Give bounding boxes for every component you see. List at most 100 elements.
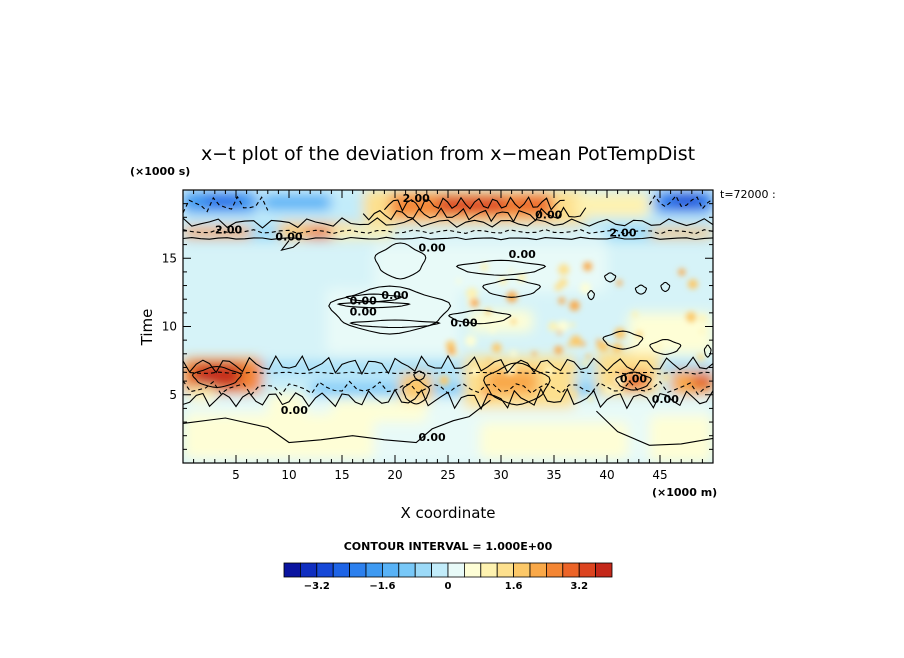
field-blob [267,392,305,417]
field-speckle [567,363,575,371]
field-speckle [466,287,478,299]
x-tick-label: 25 [440,468,455,482]
contour-line [483,362,551,406]
field-speckle [491,343,502,353]
x-tick-label: 5 [232,468,240,482]
y-unit-note: (×1000 s) [130,165,190,178]
x-tick-label: 20 [387,468,402,482]
colorbar-swatch [365,562,383,578]
field-speckle [662,373,670,381]
field-blob [183,413,374,459]
contour-label: 0.00 [450,316,477,329]
contour-line [191,365,242,389]
field-speckle [585,353,591,360]
field-blobs [183,190,713,463]
x-tick-label: 15 [334,468,349,482]
field-speckle [614,327,626,340]
y-tick-label: 15 [162,251,177,265]
colorbar-swatch [463,562,482,578]
field-speckle [510,350,517,357]
contour-line [649,338,682,356]
contour-lines [183,194,713,446]
field-speckle [586,394,594,402]
contour-label: 0.00 [419,431,446,444]
colorbar-swatch [513,562,531,578]
contour-line [336,301,411,309]
contour-label: 0.00 [535,209,562,222]
field-speckle [508,268,513,274]
field-blob [649,415,713,463]
colorbar-swatch [414,562,433,578]
field-speckle [570,391,577,398]
contour-label: 0.00 [620,372,647,385]
colorbar-swatch [398,562,416,578]
contour-line [448,309,512,325]
field-blob [326,288,459,354]
field-blob [649,228,713,238]
contour-line [648,194,713,210]
field-blob [691,375,713,388]
field-speckle [581,360,589,367]
x-tick-label: 45 [652,468,667,482]
field-speckle [486,357,491,363]
contour-line [602,330,644,350]
field-speckle [499,277,508,285]
field-speckle [614,387,623,396]
field-speckle [699,329,704,334]
field-speckle [656,342,661,348]
contour-label: 0.00 [350,295,377,308]
field-speckle [696,353,705,361]
field-speckle [558,278,568,287]
field-speckle [489,326,496,333]
field-speckle [469,298,479,308]
contour-labels: 2.000.002.00 2.000.000.000.000.000.000.00… [215,192,679,444]
field-speckle [558,297,566,305]
field-blob [183,226,252,238]
colorbar-swatch [595,562,613,578]
field-speckle [456,278,461,284]
colorbar-tick-label: 1.6 [505,581,523,592]
contour-line [328,285,452,335]
contour-line [345,293,403,303]
field-speckle [439,375,449,386]
colorbar-swatch [546,562,564,578]
field-blob [373,243,607,293]
field-speckle [481,394,487,399]
contour-label: 2.00 [609,226,636,239]
colorbar-swatch [529,562,547,578]
field-speckle [557,320,569,332]
field-speckle [699,315,706,322]
colorbar-swatch [562,562,580,578]
contour-line [183,399,491,444]
colorbar-swatch [480,562,498,578]
contour-label: 0.00 [350,305,377,318]
colorbar-tick-label: 3.2 [570,581,588,592]
contour-line [482,278,542,298]
y-axis-ticks: 5 10 15 [162,203,713,450]
x-tick-label: 10 [281,468,296,482]
field-blob [575,192,650,218]
field-speckle [687,279,698,290]
contour-line [183,195,269,214]
field-speckle [605,386,613,394]
field-blob [670,194,703,207]
contour-label: 2.00 [403,192,430,205]
contour-line [455,259,547,276]
contour-line [183,354,713,376]
field-speckle [557,330,562,335]
contour-label: 0.00 [275,230,302,243]
contour-label: 0.00 [419,241,446,254]
chart-title: x−t plot of the deviation from x−mean Po… [201,143,695,165]
contour-label: 0.00 [381,289,408,302]
field-speckle [447,347,456,356]
field-speckle [681,321,687,327]
field-speckle [485,308,492,315]
colorbar-swatch [578,562,597,578]
field-speckle [596,339,602,344]
colorbar-swatch [496,562,515,578]
contour-line [703,344,712,358]
field-blob [183,361,713,373]
contour-line [183,236,713,241]
